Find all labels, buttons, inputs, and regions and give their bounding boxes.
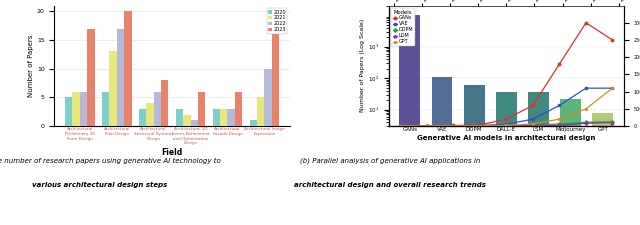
GANs [609, 39, 616, 41]
Y-axis label: Number of Papers: Number of Papers [28, 35, 34, 97]
Bar [227, 109, 235, 126]
VAE [423, 124, 431, 127]
DDPM [529, 124, 537, 127]
Bar [272, 29, 279, 126]
Bar [264, 69, 272, 126]
Line: DDPM: DDPM [399, 121, 614, 127]
LDM [476, 124, 484, 127]
Bar [147, 103, 154, 126]
X-axis label: Field: Field [161, 148, 182, 157]
Bar [124, 11, 131, 126]
LDM [396, 124, 404, 127]
GPT [396, 124, 404, 127]
Bar [257, 97, 264, 126]
X-axis label: Generative AI models in architectural design: Generative AI models in architectural de… [417, 135, 595, 141]
GANs [423, 124, 431, 127]
GANs [449, 124, 457, 127]
GPT [449, 124, 457, 127]
LDM [423, 124, 431, 127]
DDPM [556, 123, 563, 125]
VAE [582, 87, 590, 90]
Bar [116, 29, 124, 126]
Legend: 2020, 2021, 2022, 2023: 2020, 2021, 2022, 2023 [267, 8, 287, 34]
LDM [502, 124, 510, 127]
Legend: GANs, VAE, DDPM, LDM, GPT: GANs, VAE, DDPM, LDM, GPT [391, 8, 415, 46]
Line: GPT: GPT [399, 87, 614, 127]
DDPM [423, 124, 431, 127]
GANs [529, 104, 537, 107]
Bar [198, 92, 205, 126]
VAE [556, 104, 563, 107]
Bar [235, 92, 242, 126]
DDPM [449, 124, 457, 127]
GPT [423, 124, 431, 127]
LDM [556, 124, 563, 127]
Text: architectural design and overall research trends: architectural design and overall researc… [294, 182, 486, 188]
Line: VAE: VAE [399, 87, 614, 127]
Bar [65, 97, 72, 126]
Bar [176, 109, 183, 126]
Bar [593, 112, 613, 225]
Bar [431, 77, 452, 225]
Bar [139, 109, 147, 126]
VAE [476, 124, 484, 127]
Text: (a) The number of research papers using generative AI technology to: (a) The number of research papers using … [0, 158, 221, 164]
Bar [80, 92, 87, 126]
DDPM [502, 124, 510, 127]
Bar [399, 15, 420, 225]
GPT [609, 87, 616, 90]
Bar [154, 92, 161, 126]
VAE [529, 118, 537, 120]
VAE [396, 124, 404, 127]
LDM [582, 122, 590, 125]
GANs [582, 21, 590, 24]
Bar [191, 120, 198, 126]
Text: various architectural design steps: various architectural design steps [31, 182, 167, 188]
Bar [560, 99, 581, 225]
GANs [556, 63, 563, 65]
GPT [529, 123, 537, 125]
GANs [476, 124, 484, 126]
GPT [556, 118, 563, 120]
Y-axis label: Number of Papers (Log Scale): Number of Papers (Log Scale) [360, 19, 365, 112]
Line: LDM: LDM [399, 121, 614, 127]
Bar [72, 92, 80, 126]
Bar [496, 92, 516, 225]
Bar [528, 92, 549, 225]
Text: (b) Parallel analysis of generative AI applications in: (b) Parallel analysis of generative AI a… [300, 158, 481, 164]
Bar [87, 29, 95, 126]
Line: GANs: GANs [399, 22, 614, 127]
VAE [449, 124, 457, 127]
Bar [212, 109, 220, 126]
DDPM [609, 121, 616, 123]
VAE [502, 123, 510, 126]
Bar [220, 109, 227, 126]
Bar [250, 120, 257, 126]
Bar [109, 52, 116, 126]
LDM [529, 124, 537, 127]
Bar [183, 115, 191, 126]
LDM [609, 121, 616, 124]
Bar [464, 85, 484, 225]
Bar [161, 80, 168, 126]
DDPM [582, 121, 590, 124]
VAE [609, 87, 616, 90]
GPT [582, 108, 590, 110]
GANs [502, 118, 510, 120]
DDPM [476, 124, 484, 127]
GPT [476, 124, 484, 127]
Bar [102, 92, 109, 126]
DDPM [396, 124, 404, 127]
GANs [396, 124, 404, 127]
LDM [449, 124, 457, 127]
GPT [502, 124, 510, 127]
